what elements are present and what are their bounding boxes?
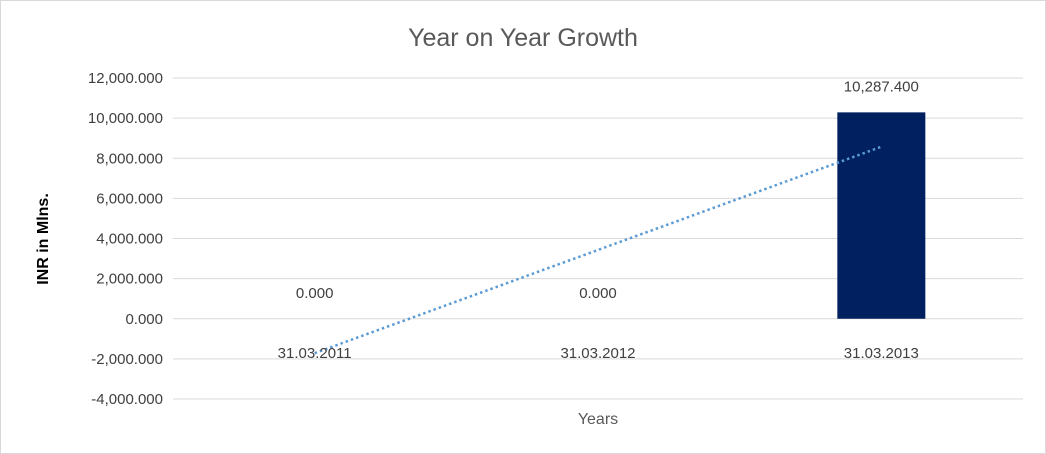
data-label: 0.000 (579, 285, 617, 302)
y-tick-label: 12,000.000 (88, 70, 163, 87)
data-label: 10,287.400 (844, 78, 919, 95)
y-axis-label: INR in Mlns. (35, 193, 52, 285)
trendline-layer (314, 145, 882, 355)
data-labels: 0.000 0.000 10,287.400 (296, 78, 919, 301)
chart-title: Year on Year Growth (408, 24, 638, 52)
y-tick-label: -2,000.000 (91, 351, 163, 368)
x-axis-label: Years (578, 411, 618, 428)
x-axis-categories: 31.03.2011 31.03.2012 31.03.2013 (278, 345, 919, 362)
y-tick-label: 8,000.000 (96, 150, 163, 167)
bars (837, 112, 926, 319)
y-tick-label: 10,000.000 (88, 110, 163, 127)
x-category-label: 31.03.2012 (560, 345, 635, 362)
y-tick-label: 4,000.000 (96, 231, 163, 248)
y-tick-label: 6,000.000 (96, 190, 163, 207)
data-label: 0.000 (296, 285, 334, 302)
gridlines (173, 77, 1023, 400)
y-tick-label: 2,000.000 (96, 271, 163, 288)
y-tick-label: -4,000.000 (91, 391, 163, 408)
x-category-label: 31.03.2013 (844, 345, 919, 362)
trendline (314, 145, 882, 355)
bar (837, 112, 926, 319)
y-tick-label: 0.000 (125, 311, 163, 328)
y-axis-ticks: 12,000.000 10,000.000 8,000.000 6,000.000 4,… (88, 70, 163, 408)
x-category-label: 31.03.2011 (278, 345, 352, 362)
